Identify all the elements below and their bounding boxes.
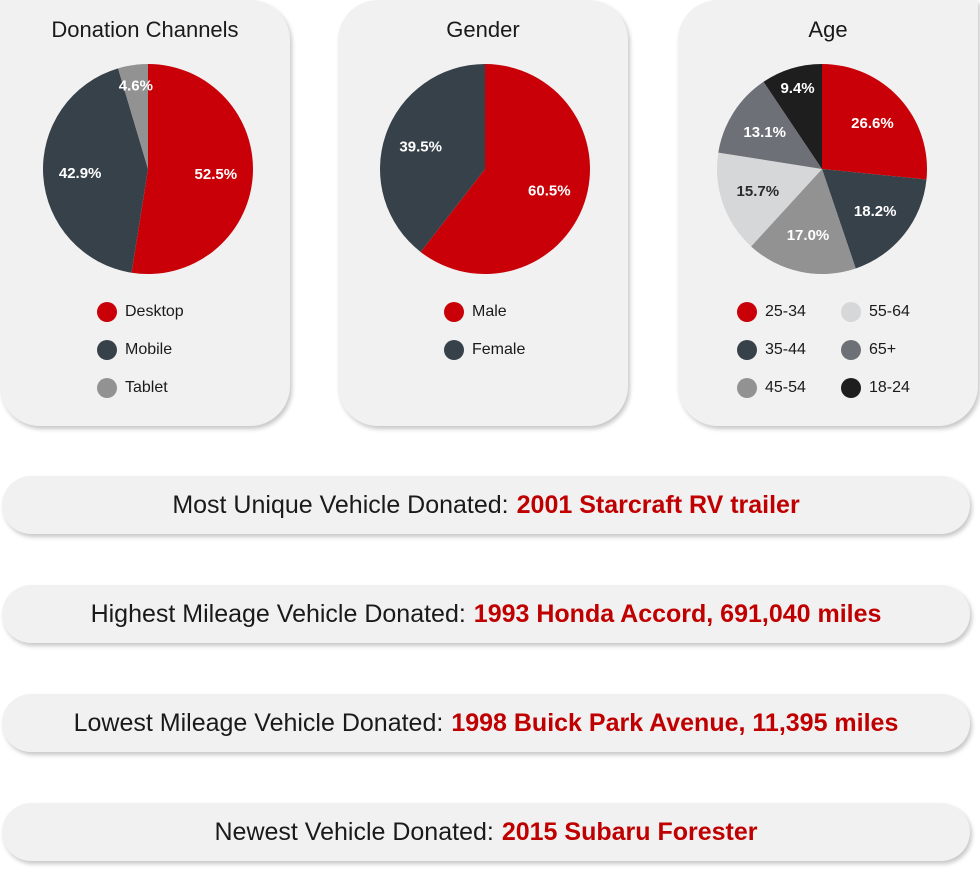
- legend-swatch: [841, 302, 861, 322]
- fact-newest-vehicle: Newest Vehicle Donated: 2015 Subaru Fore…: [2, 803, 970, 861]
- legend-55-64: 55-64: [841, 301, 910, 323]
- legend-label: 45-54: [765, 379, 806, 396]
- legend-label: 35-44: [765, 341, 806, 358]
- fact-most-unique-vehicle: Most Unique Vehicle Donated: 2001 Starcr…: [2, 476, 970, 534]
- legend-swatch: [841, 378, 861, 398]
- legend-label: Mobile: [125, 341, 173, 358]
- pie-slice-45-54: [751, 169, 856, 274]
- legend-label: Desktop: [125, 303, 184, 320]
- pie-data-label: 9.4%: [780, 80, 814, 97]
- pie-slice-desktop: [131, 64, 253, 274]
- pie-data-label: 18.2%: [854, 203, 897, 220]
- fact-label: Highest Mileage Vehicle Donated:: [90, 599, 466, 628]
- pie-data-label: 17.0%: [787, 227, 830, 244]
- pie-slice-male: [420, 64, 590, 274]
- legend-mobile: Mobile: [97, 339, 172, 361]
- fact-label: Lowest Mileage Vehicle Donated:: [73, 708, 444, 737]
- pie-slice-65-: [718, 81, 822, 169]
- pie-data-label: 39.5%: [399, 138, 442, 155]
- legend-45-54: 45-54: [737, 377, 806, 399]
- legend-swatch: [444, 302, 464, 322]
- gender-title: Gender: [446, 17, 520, 42]
- fact-lowest-mileage-vehicle: Lowest Mileage Vehicle Donated: 1998 Bui…: [2, 694, 970, 752]
- pie-data-label: 60.5%: [528, 183, 571, 200]
- fact-highest-mileage-vehicle: Highest Mileage Vehicle Donated: 1993 Ho…: [2, 585, 970, 643]
- fact-value: 1998 Buick Park Avenue, 11,395 miles: [451, 708, 899, 737]
- legend-label: 55-64: [869, 303, 910, 320]
- pie-slice-mobile: [42, 68, 148, 273]
- legend-swatch: [841, 340, 861, 360]
- pie-slice-tablet: [118, 64, 148, 169]
- pie-slice-18-24: [763, 64, 822, 169]
- age-pie-chart: 26.6% 18.2% 17.0% 15.7% 13.1% 9.4%: [717, 64, 927, 274]
- fact-value: 2001 Starcraft RV trailer: [516, 490, 800, 519]
- legend-swatch: [97, 340, 117, 360]
- legend-label: Tablet: [125, 379, 168, 396]
- legend-male: Male: [444, 301, 507, 323]
- pie-slice-55-64: [717, 152, 822, 247]
- gender-card: Gender 60.5% 39.5% Male Female: [338, 0, 628, 426]
- legend-swatch: [97, 302, 117, 322]
- legend-18-24: 18-24: [841, 377, 910, 399]
- legend-35-44: 35-44: [737, 339, 806, 361]
- legend-label: Male: [472, 303, 507, 320]
- pie-data-label: 15.7%: [737, 183, 780, 200]
- fact-value: 2015 Subaru Forester: [501, 817, 758, 846]
- pie-data-label: 13.1%: [743, 124, 786, 141]
- pie-data-label: 52.5%: [195, 166, 238, 183]
- pie-slice-35-44: [822, 169, 927, 269]
- pie-slice-25-34: [822, 64, 927, 180]
- legend-25-34: 25-34: [737, 301, 806, 323]
- legend-female: Female: [444, 339, 525, 361]
- legend-swatch: [97, 378, 117, 398]
- age-title: Age: [808, 17, 848, 42]
- legend-swatch: [737, 340, 757, 360]
- fact-label: Newest Vehicle Donated:: [214, 817, 494, 846]
- pie-data-label: 4.6%: [119, 77, 153, 94]
- legend-tablet: Tablet: [97, 377, 168, 399]
- age-card: Age 26.6% 18.2% 17.0% 15.7% 13.1% 9.4% 25-34 …: [678, 0, 978, 426]
- gender-pie-chart: 60.5% 39.5%: [379, 64, 590, 274]
- legend-65-plus: 65+: [841, 339, 896, 361]
- fact-value: 1993 Honda Accord, 691,040 miles: [473, 599, 882, 628]
- legend-label: 25-34: [765, 303, 806, 320]
- donation-channels-pie-chart: 52.5% 42.9% 4.6%: [42, 64, 253, 274]
- legend-desktop: Desktop: [97, 301, 184, 323]
- legend-swatch: [737, 378, 757, 398]
- legend-label: 18-24: [869, 379, 910, 396]
- fact-label: Most Unique Vehicle Donated:: [172, 490, 509, 519]
- pie-slice-female: [379, 64, 485, 252]
- legend-label: 65+: [869, 341, 897, 358]
- pie-data-label: 26.6%: [851, 115, 894, 132]
- legend-label: Female: [472, 341, 526, 358]
- legend-swatch: [737, 302, 757, 322]
- donation-channels-card: Donation Channels 52.5% 42.9% 4.6% Desktop…: [0, 0, 290, 426]
- legend-swatch: [444, 340, 464, 360]
- donation-channels-title: Donation Channels: [51, 17, 239, 42]
- pie-data-label: 42.9%: [59, 165, 102, 182]
